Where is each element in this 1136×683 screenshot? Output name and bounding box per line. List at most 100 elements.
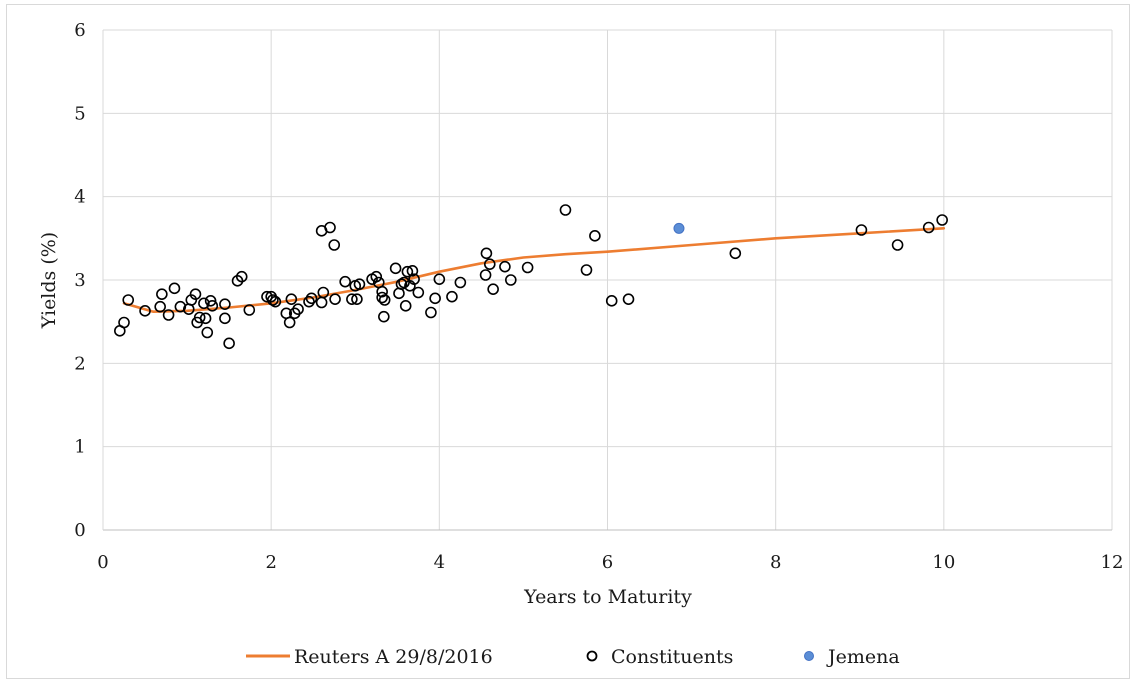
constituent-point <box>329 293 341 305</box>
y-tick-label: 5 <box>74 103 85 124</box>
constituent-point <box>480 247 493 260</box>
x-axis-title: Years to Maturity <box>523 586 692 608</box>
trend-line-layer <box>122 227 946 313</box>
constituent-point <box>378 294 391 306</box>
chart-frame <box>6 4 1130 679</box>
constituent-point <box>622 293 635 305</box>
jemena-point <box>673 222 685 234</box>
x-tick-label: 8 <box>770 552 781 573</box>
constituent-point <box>324 221 336 234</box>
y-tick-label: 4 <box>74 187 85 208</box>
constituent-point <box>223 337 235 350</box>
constituent-point <box>283 316 296 329</box>
y-tick-label: 0 <box>74 520 85 541</box>
constituent-point <box>261 290 273 303</box>
constituent-point <box>328 239 341 251</box>
constituent-point <box>401 265 414 278</box>
constituent-point <box>499 260 511 273</box>
gridlines <box>103 29 1113 530</box>
constituent-point <box>315 296 328 309</box>
constituent-point <box>122 294 135 306</box>
constituent-point <box>162 309 175 321</box>
constituent-point <box>235 270 248 283</box>
constituent-point <box>353 278 366 290</box>
constituent-point <box>305 292 318 305</box>
constituent-point <box>219 312 231 325</box>
constituent-point <box>168 282 181 295</box>
constituent-point <box>376 291 388 304</box>
constituent-point <box>487 283 499 295</box>
constituent-point <box>156 288 168 300</box>
constituent-point <box>204 295 217 307</box>
constituent-point <box>189 288 202 300</box>
y-tick-label: 6 <box>74 20 85 41</box>
y-tick-label: 2 <box>74 353 85 374</box>
constituent-point <box>389 262 402 275</box>
constituent-point <box>425 306 437 319</box>
legend: Reuters A 29/8/2016 Constituents Jemena <box>246 646 900 668</box>
constituent-point <box>193 311 206 324</box>
constituent-point <box>154 300 166 313</box>
constituent-point <box>433 273 446 285</box>
y-tick-label: 1 <box>74 437 85 458</box>
y-tick-label: 3 <box>74 270 85 291</box>
legend-filled-circle-swatch <box>804 651 814 661</box>
constituent-point <box>398 276 410 289</box>
x-tick-label: 2 <box>265 552 276 573</box>
reuters-curve-line <box>122 227 946 313</box>
x-tick-label: 10 <box>932 552 955 573</box>
constituent-point <box>589 230 601 242</box>
constituent-point <box>429 292 441 305</box>
axes <box>102 30 1112 531</box>
constituent-point <box>855 224 868 236</box>
constituent-point <box>351 293 363 305</box>
constituent-point <box>408 273 420 285</box>
constituent-point <box>378 310 390 323</box>
legend-hollow-circle-swatch <box>586 650 598 662</box>
constituent-point <box>580 264 593 276</box>
constituent-point <box>206 300 219 312</box>
constituent-point <box>483 258 496 270</box>
constituent-point <box>339 275 351 288</box>
legend-label-reuters: Reuters A 29/8/2016 <box>294 646 493 668</box>
constituent-point <box>139 305 151 317</box>
constituent-point <box>505 274 517 286</box>
constituent-point <box>346 293 358 305</box>
constituent-point <box>559 204 572 216</box>
legend-label-constituents: Constituents <box>611 646 733 668</box>
constituent-point <box>267 294 279 306</box>
legend-label-jemena: Jemena <box>826 646 900 668</box>
x-tick-label: 6 <box>602 552 613 573</box>
constituent-point <box>269 295 282 308</box>
constituent-point <box>446 290 458 303</box>
constituent-point <box>243 304 256 316</box>
constituent-point <box>395 278 408 290</box>
constituent-point <box>406 265 419 277</box>
constituent-point <box>412 286 425 299</box>
constituent-point <box>201 326 214 339</box>
constituent-point <box>370 270 383 283</box>
constituent-point <box>376 285 388 298</box>
constituent-point <box>285 293 298 305</box>
constituent-point <box>605 295 618 307</box>
constituent-point <box>219 298 231 310</box>
constituent-point <box>199 312 212 325</box>
constituent-point <box>454 276 467 289</box>
constituent-point <box>479 269 492 281</box>
points-layer <box>114 204 948 350</box>
constituent-point <box>936 214 948 226</box>
constituent-point <box>922 221 935 234</box>
x-tick-label: 12 <box>1101 552 1124 573</box>
y-axis-title: Yields (%) <box>38 232 60 329</box>
constituent-point <box>399 300 412 312</box>
constituent-point <box>292 303 304 315</box>
x-tick-label: 0 <box>97 552 108 573</box>
constituent-point <box>729 247 742 260</box>
constituent-point <box>303 295 315 308</box>
constituent-point <box>891 239 904 251</box>
constituent-point <box>118 316 130 329</box>
constituent-point <box>317 286 330 299</box>
